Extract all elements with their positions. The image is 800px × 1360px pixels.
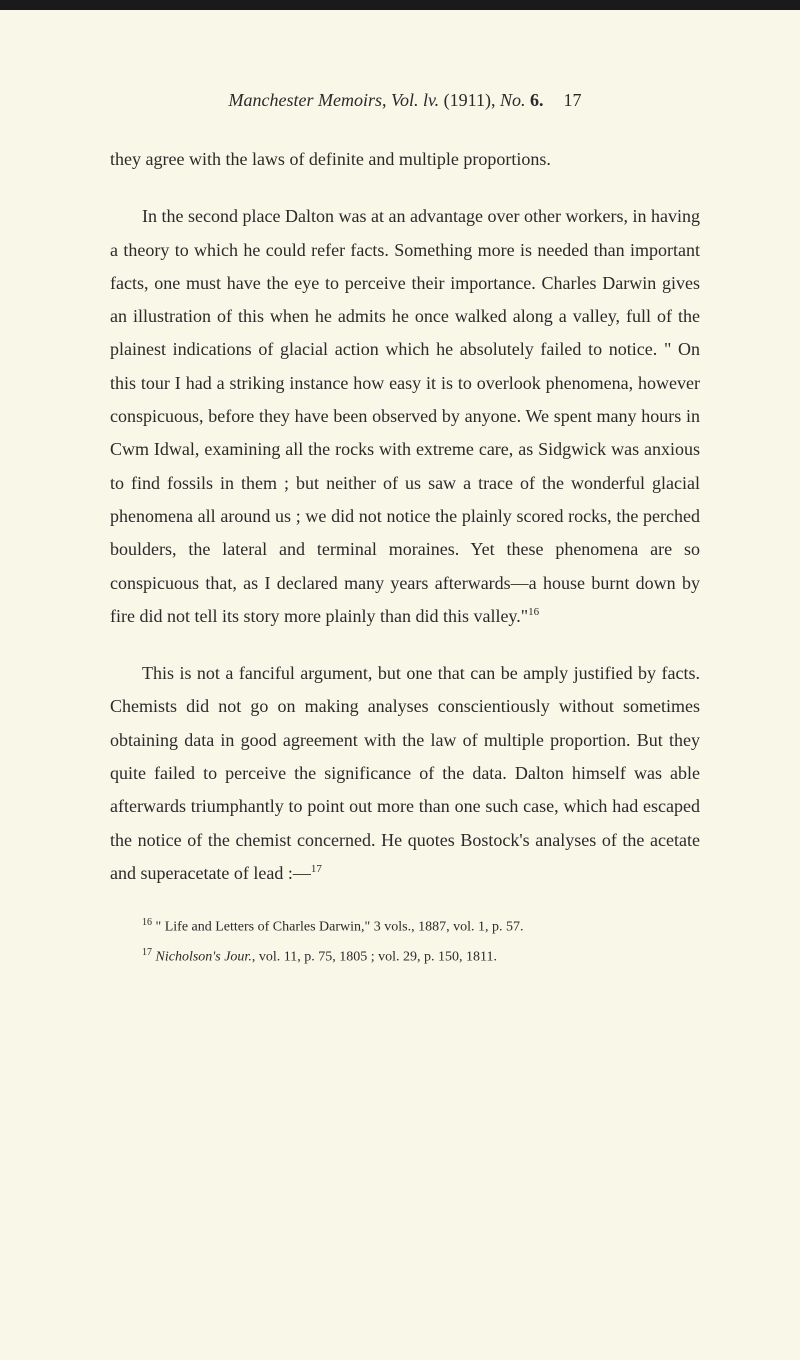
footnote-ref-17: 17	[311, 863, 322, 875]
footnote-17-italic: Nicholson's Jour.	[152, 950, 252, 965]
footnote-17: 17 Nicholson's Jour., vol. 11, p. 75, 18…	[110, 944, 700, 970]
year-label: (1911),	[444, 90, 496, 110]
journal-title: Manchester Memoirs	[229, 90, 382, 110]
page-top-border	[0, 0, 800, 10]
page-header: Manchester Memoirs, Vol. lv. (1911), No.…	[110, 90, 700, 111]
paragraph-2-text: In the second place Dalton was at an adv…	[110, 206, 700, 626]
page-number: 17	[563, 90, 581, 111]
volume-label: Vol. lv.	[391, 90, 439, 110]
paragraph-1: they agree with the laws of definite and…	[110, 143, 700, 176]
footnote-16-number: 16	[142, 917, 152, 928]
issue-number: 6.	[530, 90, 544, 110]
footnote-ref-16: 16	[528, 606, 539, 618]
footnote-16: 16 " Life and Letters of Charles Darwin,…	[110, 914, 700, 940]
paragraph-1-text: they agree with the laws of definite and…	[110, 149, 551, 169]
paragraph-3-text: This is not a fanciful argument, but one…	[110, 663, 700, 883]
footnote-16-text: " Life and Letters of Charles Darwin," 3…	[152, 920, 523, 935]
paragraph-2: In the second place Dalton was at an adv…	[110, 200, 700, 633]
paragraph-3: This is not a fanciful argument, but one…	[110, 657, 700, 890]
issue-label: No.	[500, 90, 526, 110]
footnote-17-text: , vol. 11, p. 75, 1805 ; vol. 29, p. 150…	[252, 950, 497, 965]
footnote-17-number: 17	[142, 947, 152, 958]
